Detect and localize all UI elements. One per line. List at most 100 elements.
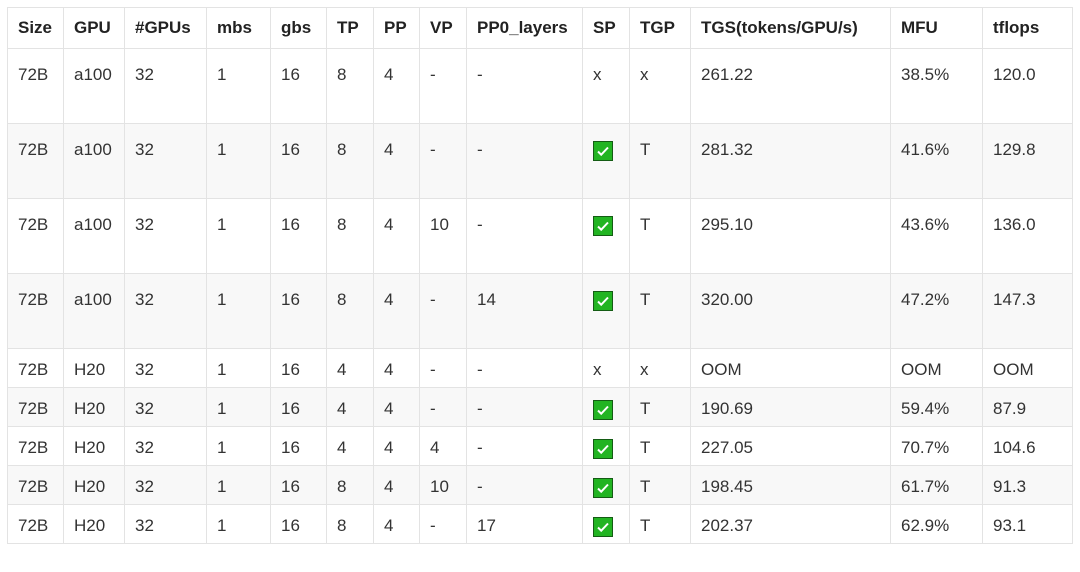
table-cell: 93.1 — [982, 504, 1073, 544]
table-row: 72B a100 32 1 16 8 4 10- T 295.10 43.6% 136.0 — [7, 198, 1073, 274]
table-cell: - — [419, 504, 467, 544]
table-cell: 8 — [326, 504, 374, 544]
table-cell: - — [466, 465, 583, 505]
table-cell: 16 — [270, 48, 327, 124]
column-header: PP — [373, 7, 420, 49]
table-cell: 8 — [326, 48, 374, 124]
table-cell: 261.22 — [690, 48, 891, 124]
column-header: GPU — [63, 7, 125, 49]
table-cell: 32 — [124, 348, 207, 388]
table-cell — [582, 504, 630, 544]
table-cell: 4 — [373, 48, 420, 124]
column-header: VP — [419, 7, 467, 49]
table-cell: 70.7% — [890, 426, 983, 466]
table-cell: 4 — [326, 348, 374, 388]
table-cell: a100 — [63, 273, 125, 349]
column-header: #GPUs — [124, 7, 207, 49]
table-cell: 295.10 — [690, 198, 891, 274]
table-cell: 59.4% — [890, 387, 983, 427]
table-cell: - — [466, 348, 583, 388]
table-cell: 10 — [419, 198, 467, 274]
column-header: PP0_layers — [466, 7, 583, 49]
table-cell — [582, 465, 630, 505]
table-cell: 1 — [206, 273, 271, 349]
table-cell: 16 — [270, 387, 327, 427]
table-cell: 47.2% — [890, 273, 983, 349]
column-header: mbs — [206, 7, 271, 49]
table-cell: 32 — [124, 426, 207, 466]
table-cell: 4 — [373, 123, 420, 199]
table-cell: 91.3 — [982, 465, 1073, 505]
table-cell: 72B — [7, 465, 64, 505]
table-cell: 147.3 — [982, 273, 1073, 349]
table-cell: H20 — [63, 426, 125, 466]
table-cell: 16 — [270, 348, 327, 388]
table-cell: 10 — [419, 465, 467, 505]
table-cell: 1 — [206, 465, 271, 505]
table-cell: x — [582, 348, 630, 388]
table-cell: 227.05 — [690, 426, 891, 466]
table-cell: T — [629, 504, 691, 544]
table-cell: 32 — [124, 504, 207, 544]
table-cell: 61.7% — [890, 465, 983, 505]
table-cell: T — [629, 387, 691, 427]
table-cell: 8 — [326, 198, 374, 274]
table-cell: - — [466, 123, 583, 199]
table-cell: T — [629, 426, 691, 466]
table-cell: 1 — [206, 198, 271, 274]
table-cell: 72B — [7, 123, 64, 199]
green-checkbox-icon — [593, 516, 613, 537]
table-row: 72B H20 32 1 16 8 4 10- T 198.45 61.7% 91.3 — [7, 465, 1073, 505]
header-row: Size GPU #GPUs mbs gbs TP PP VP PP0_layers SP TGP T… — [7, 7, 1073, 49]
table-cell: 43.6% — [890, 198, 983, 274]
table-cell: 32 — [124, 465, 207, 505]
column-header: TGS(tokens/GPU/s) — [690, 7, 891, 49]
benchmark-table: Size GPU #GPUs mbs gbs TP PP VP PP0_layers SP TGP T… — [7, 7, 1073, 544]
table-cell: 72B — [7, 198, 64, 274]
table-cell: 136.0 — [982, 198, 1073, 274]
table-cell: 1 — [206, 426, 271, 466]
table-cell: 16 — [270, 504, 327, 544]
table-cell: x — [629, 348, 691, 388]
table-cell: 8 — [326, 123, 374, 199]
table-cell: T — [629, 198, 691, 274]
table-cell: - — [419, 387, 467, 427]
table-cell: 104.6 — [982, 426, 1073, 466]
table-cell: 4 — [373, 465, 420, 505]
table-row: 72B a100 32 1 16 8 4- - x x 261.22 38.5% 120.0 — [7, 48, 1073, 124]
column-header: tflops — [982, 7, 1073, 49]
table-cell: 17 — [466, 504, 583, 544]
table-cell: H20 — [63, 504, 125, 544]
table-cell: 4 — [326, 387, 374, 427]
table-cell: 1 — [206, 504, 271, 544]
table-cell: 38.5% — [890, 48, 983, 124]
table-cell: 281.32 — [690, 123, 891, 199]
table-cell: 32 — [124, 48, 207, 124]
green-checkbox-icon — [593, 290, 613, 311]
table-cell: 4 — [373, 273, 420, 349]
table-cell — [582, 273, 630, 349]
table-cell: 198.45 — [690, 465, 891, 505]
column-header: gbs — [270, 7, 327, 49]
table-cell: 8 — [326, 465, 374, 505]
table-cell: 41.6% — [890, 123, 983, 199]
table-cell: 72B — [7, 504, 64, 544]
table-cell: 72B — [7, 426, 64, 466]
table-cell: 72B — [7, 273, 64, 349]
table-cell: - — [466, 387, 583, 427]
table-cell — [582, 198, 630, 274]
table-cell: 8 — [326, 273, 374, 349]
table-cell — [582, 387, 630, 427]
table-cell: 4 — [373, 348, 420, 388]
table-row: 72B H20 32 1 16 4 4 4- T 227.05 70.7% 104.6 — [7, 426, 1073, 466]
table-cell: 120.0 — [982, 48, 1073, 124]
table-cell: a100 — [63, 123, 125, 199]
table-cell: - — [419, 348, 467, 388]
table-cell: 16 — [270, 273, 327, 349]
table-cell: 4 — [373, 387, 420, 427]
table-cell: - — [466, 48, 583, 124]
table-cell: 4 — [419, 426, 467, 466]
table-cell: 320.00 — [690, 273, 891, 349]
table-cell: - — [419, 48, 467, 124]
table-row: 72B H20 32 1 16 4 4- - T 190.69 59.4% 87.9 — [7, 387, 1073, 427]
